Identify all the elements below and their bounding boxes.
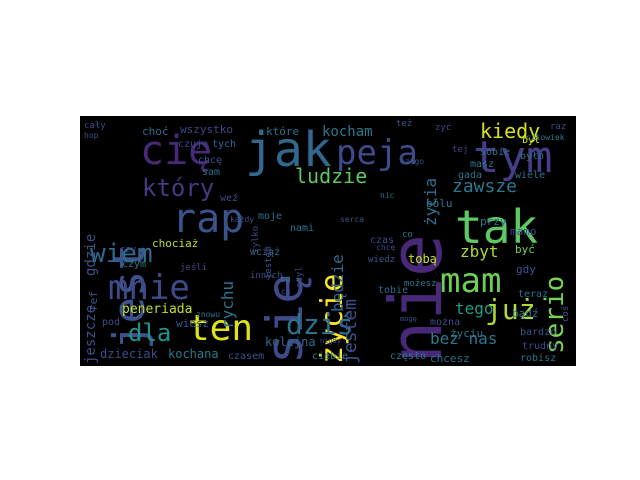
word-gdy-58: gdy xyxy=(516,263,536,276)
word-kazdy-98: każdy xyxy=(230,215,255,224)
word-masz-73: masz xyxy=(470,159,495,170)
word-sam-42: sam xyxy=(202,167,221,178)
word-jeszcze-31: jeszcze xyxy=(83,304,99,364)
word-gdzie-29: gdzie xyxy=(83,233,99,276)
word-wiem-11: wiem xyxy=(90,239,153,269)
word-czasem-53: czasem xyxy=(228,351,265,362)
word-styl-83: styl xyxy=(295,266,305,288)
word-wiele-57: wiele xyxy=(515,170,546,181)
word-tak-4: tak xyxy=(455,200,539,254)
word-rychu-26: rychu xyxy=(218,280,237,329)
word-wciaz-46: wciąż xyxy=(250,247,281,258)
word-chcesz-66: chcesz xyxy=(430,352,470,365)
word-wiedz-86: wiedz xyxy=(368,255,396,265)
word-czesto-67: często xyxy=(390,351,427,362)
word-przy-72: przy xyxy=(480,215,507,228)
word-toba-55: tobą xyxy=(408,252,437,266)
word-tobie-68: tobie xyxy=(378,285,409,296)
word-czas-56: czas xyxy=(370,235,395,246)
word-zawsze-21: zawsze xyxy=(452,176,518,197)
word-kochana-35: kochana xyxy=(168,347,219,361)
word-nigdy-99: nigdy xyxy=(320,337,342,345)
word-kiedy-19: kiedy xyxy=(480,119,541,143)
word-cos-92: coś xyxy=(561,305,571,322)
word-ciebie-54: ciebie xyxy=(312,351,349,362)
word-mamo-69: mamo xyxy=(510,225,537,238)
word-chce-89: chcę xyxy=(376,243,396,252)
word-mam-9: mam xyxy=(440,261,502,301)
word-pod-52: pod xyxy=(102,317,121,328)
word-tym-3: tym xyxy=(473,132,553,183)
word-bolu-71: bólu xyxy=(426,197,453,210)
word-czy-49: czy xyxy=(120,245,137,255)
word-dzis-15: dziś xyxy=(286,308,354,341)
word-badz-60: bądź xyxy=(512,307,539,320)
word-tez-96: też xyxy=(396,119,413,129)
word-zbyt-24: zbyt xyxy=(460,242,499,261)
word-jestem-94: jestem xyxy=(264,246,274,279)
word-hop-81: hop xyxy=(84,131,99,140)
word-sobie-74: sobie xyxy=(480,147,511,158)
word-mnie-10: mnie xyxy=(108,268,190,308)
word-tej-90: tej xyxy=(452,145,469,155)
word-jak-2: jak xyxy=(245,122,332,178)
word-jesli-84: jeśli xyxy=(180,263,208,273)
word-mozna-65: można xyxy=(430,317,461,328)
word-moge-100: mogę xyxy=(400,315,417,323)
word-bedzie-27: będzie xyxy=(328,254,347,312)
word-nami-45: nami xyxy=(290,223,315,234)
word-byl-77: był xyxy=(522,135,541,146)
word-zyciu-64: życiu xyxy=(450,327,484,340)
word-peja-7: peja xyxy=(336,133,418,173)
word-co-91: co xyxy=(402,230,413,240)
word-serca-97: serca xyxy=(340,215,365,224)
word-nic-103: nic xyxy=(380,191,395,200)
word-czym-48: czym xyxy=(122,259,147,270)
word-bardzo-61: bardzo xyxy=(520,327,557,338)
word-peneriada-32: peneriada xyxy=(122,302,193,317)
word-gada-75: gada xyxy=(458,170,483,181)
word-wez-43: weź xyxy=(220,193,239,204)
word-trudny-62: trudny xyxy=(522,341,559,352)
word-chce-41: chcę xyxy=(198,155,223,166)
word-tu-101: tu xyxy=(280,275,291,285)
word-tego-25: tego xyxy=(455,299,494,318)
word-choc-37: choć xyxy=(142,125,169,138)
word-czlowiek-79: człowiek xyxy=(526,133,565,142)
word-zyc-93: zyć xyxy=(435,123,452,133)
word-bylo-76: było xyxy=(520,151,545,162)
word-chociaz-47: chociaż xyxy=(152,237,199,250)
word-cloud: nie się jak tym tak jest cię peja rap mam mnie wiem… xyxy=(80,116,576,366)
word-wszystko-36: wszystko xyxy=(180,123,233,136)
word-caly-80: cały xyxy=(84,121,106,131)
word-tylko-82: tylko xyxy=(251,225,261,253)
word-kolejna-33: kolejna xyxy=(265,335,316,349)
word-rap-8: rap xyxy=(172,196,245,242)
word-tych-40: tych xyxy=(212,139,237,150)
word-dzieciak-34: dzieciak xyxy=(100,347,158,361)
word-znowu-88: znowu xyxy=(196,310,221,319)
word-ludzie-20: ludzie xyxy=(295,164,368,188)
word-juz-13: już xyxy=(485,293,536,326)
word-bez-nas-23: bez nas xyxy=(430,329,498,348)
word-moje-44: moje xyxy=(258,211,283,222)
word-ten-12: ten xyxy=(188,308,254,349)
word-czego-95: czego xyxy=(400,157,425,166)
word-innych-85: innych xyxy=(250,271,283,281)
word-dla-16: dla xyxy=(128,319,172,347)
word-ich-102: ich xyxy=(276,287,291,296)
word-byc-70: być xyxy=(515,243,535,256)
word-cie-6: cię xyxy=(140,128,213,174)
word-raz-78: raz xyxy=(550,122,567,132)
word-wiesz-51: wiesz xyxy=(176,317,210,330)
word-ref-50: ref xyxy=(87,291,100,311)
word-czuje-39: czuję xyxy=(178,139,209,150)
word-ktory-18: który xyxy=(142,174,215,202)
word-mozesz-87: możesz xyxy=(404,279,437,289)
word-ktore-38: które xyxy=(266,125,300,138)
word-kocham-28: kocham xyxy=(322,124,373,140)
word-teraz-59: teraz xyxy=(518,289,549,300)
word-robisz-63: robisz xyxy=(520,353,557,364)
